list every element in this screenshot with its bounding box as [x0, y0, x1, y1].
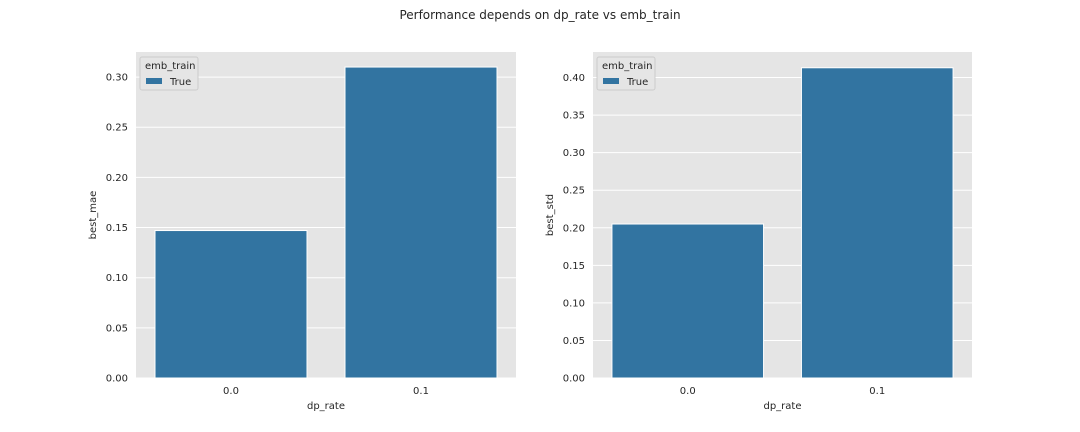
legend: emb_train True — [139, 56, 199, 91]
y-tick-label: 0.25 — [563, 186, 585, 197]
bar — [611, 223, 765, 379]
x-tick-label: 0.1 — [413, 386, 429, 397]
y-tick-label: 0.10 — [563, 298, 585, 309]
legend-entry: True — [626, 77, 648, 88]
y-tick-label: 0.25 — [106, 123, 128, 134]
y-tick-label: 0.20 — [106, 173, 128, 184]
legend-swatch — [146, 78, 162, 84]
bar — [800, 67, 954, 379]
legend-entry: True — [169, 77, 191, 88]
x-tick-label: 0.0 — [680, 386, 696, 397]
legend: emb_train True — [596, 56, 656, 91]
y-tick-label: 0.30 — [563, 148, 585, 159]
x-axis-label: dp_rate — [763, 401, 801, 412]
y-tick-label: 0.30 — [106, 73, 128, 84]
y-tick-label: 0.10 — [106, 273, 128, 284]
y-tick-label: 0.00 — [106, 374, 128, 385]
y-tick-label: 0.15 — [563, 261, 585, 272]
y-tick-label: 0.35 — [563, 111, 585, 122]
legend-title: emb_train — [602, 61, 653, 72]
y-axis-label: best_std — [545, 194, 556, 236]
x-tick-label: 0.1 — [869, 386, 885, 397]
y-tick-label: 0.00 — [563, 374, 585, 385]
y-axis-label: best_mae — [88, 191, 99, 240]
bar — [344, 66, 498, 379]
chart-panel-1: 0.00 0.05 0.10 0.15 0.20 0.25 0.30 0.0 0.1 dp_rat… — [88, 52, 516, 412]
x-axis-label: dp_rate — [307, 401, 345, 412]
legend-swatch — [603, 78, 619, 84]
y-tick-label: 0.40 — [563, 73, 585, 84]
chart-panel-2: 0.00 0.05 0.10 0.15 0.20 0.25 0.30 0.35 0.40 0.0 0… — [545, 52, 972, 412]
x-tick-label: 0.0 — [223, 386, 239, 397]
bar — [154, 230, 308, 379]
y-tick-label: 0.20 — [563, 223, 585, 234]
legend-title: emb_train — [145, 61, 196, 72]
figure-title: Performance depends on dp_rate vs emb_tr… — [399, 8, 681, 22]
y-tick-label: 0.15 — [106, 223, 128, 234]
y-tick-label: 0.05 — [563, 336, 585, 347]
y-tick-label: 0.05 — [106, 323, 128, 334]
